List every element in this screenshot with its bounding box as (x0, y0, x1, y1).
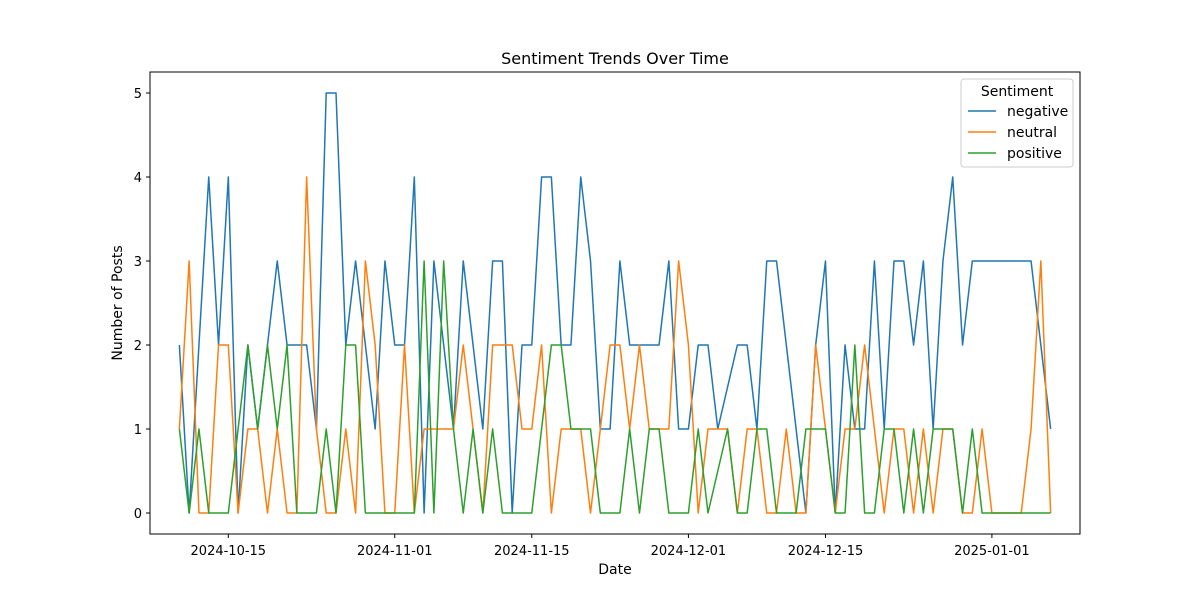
series-line-positive (178, 260, 1051, 514)
y-axis-label: Number of Posts (110, 245, 126, 360)
series-line-negative (178, 92, 1052, 514)
y-tick-label: 3 (134, 255, 142, 270)
x-tick-label: 2024-11-01 (357, 544, 433, 559)
series-line-neutral (178, 176, 1052, 514)
legend: Sentiment negative neutral positive (960, 78, 1074, 168)
y-tick-label: 4 (134, 171, 142, 186)
x-tick-label: 2024-10-15 (191, 544, 267, 559)
legend-box (960, 78, 1074, 168)
chart-title: Sentiment Trends Over Time (501, 49, 729, 68)
x-tick-label: 2024-12-01 (651, 544, 727, 559)
legend-label-neutral: neutral (1007, 125, 1057, 141)
x-tick-label: 2024-11-15 (494, 544, 570, 559)
legend-label-positive: positive (1007, 146, 1062, 162)
y-axis-ticks: 0 1 2 3 4 5 (134, 87, 150, 522)
y-tick-label: 5 (134, 87, 142, 102)
legend-title: Sentiment (981, 84, 1054, 100)
y-tick-label: 1 (134, 423, 142, 438)
x-axis-ticks: 2024-10-15 2024-11-01 2024-11-15 2024-12-01… (191, 534, 1030, 559)
x-tick-label: 2024-12-15 (788, 544, 864, 559)
x-axis-label: Date (598, 562, 631, 578)
legend-label-negative: negative (1007, 104, 1068, 120)
x-tick-label: 2025-01-01 (954, 544, 1030, 559)
y-tick-label: 0 (134, 507, 142, 522)
y-tick-label: 2 (134, 339, 142, 354)
plot-frame (149, 71, 1081, 535)
series-lines (178, 92, 1052, 514)
